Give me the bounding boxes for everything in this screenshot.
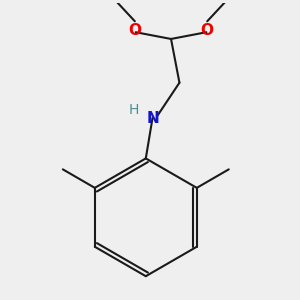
Text: H: H bbox=[129, 103, 139, 117]
Text: O: O bbox=[128, 23, 141, 38]
Text: O: O bbox=[201, 23, 214, 38]
Text: N: N bbox=[146, 110, 159, 125]
